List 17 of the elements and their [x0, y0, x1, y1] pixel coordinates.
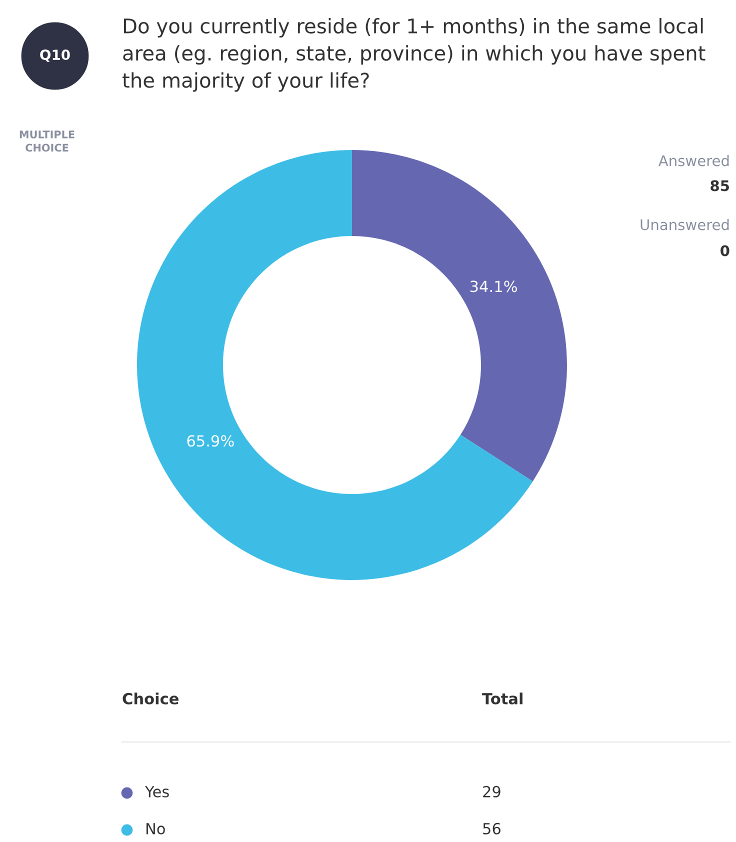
text: Q10 [40, 50, 70, 62]
data-label: 34.1% [470, 280, 517, 292]
text: 56 [483, 822, 500, 834]
text: Choice [122, 692, 178, 704]
text: MULTIPLE CHOICE [20, 130, 74, 152]
text: Total [482, 692, 522, 704]
legend-label: Yes [144, 786, 169, 798]
legend-label: No [146, 823, 165, 834]
donut-slice [352, 150, 567, 482]
text: Unanswered [640, 218, 729, 230]
text: 29 [483, 786, 500, 798]
donut-slice [137, 150, 533, 580]
text: 0 [720, 245, 730, 256]
data-label: 65.9% [187, 435, 234, 447]
text: Answered [658, 154, 729, 166]
text: 85 [710, 180, 729, 192]
chart-title: Do you currently reside (for 1+ months) in the same local area (eg. region, state, province) in which you have spent the majority of your life? [122, 18, 706, 92]
